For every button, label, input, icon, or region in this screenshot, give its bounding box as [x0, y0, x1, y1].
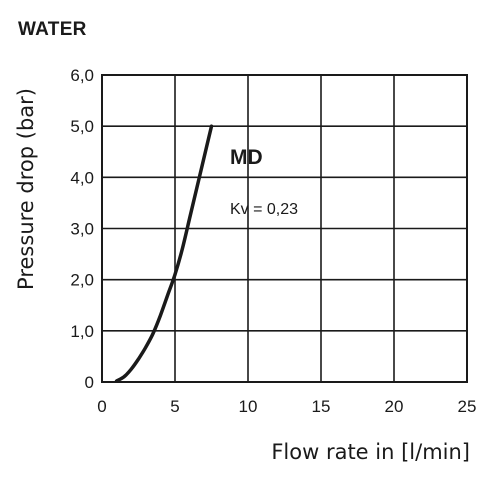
x-tick-label: 15: [312, 397, 331, 416]
x-tick-labels: 0 5 10 15 20 25: [97, 397, 476, 416]
y-tick-label: 0: [85, 373, 94, 392]
grid: [101, 74, 468, 383]
series-label-md: MD: [230, 146, 263, 169]
plot-frame: [101, 74, 468, 383]
y-axis-label: Pressure drop (bar): [14, 88, 38, 290]
chart-title: WATER: [18, 19, 87, 40]
y-tick-label: 3,0: [70, 220, 94, 239]
y-tick-labels: 0 1,0 2,0 3,0 4,0 5,0 6,0: [70, 66, 94, 392]
x-tick-label: 25: [458, 397, 477, 416]
x-tick-label: 10: [239, 397, 258, 416]
x-axis-label: Flow rate in [l/min]: [271, 440, 470, 464]
x-tick-label: 20: [385, 397, 404, 416]
y-tick-label: 1,0: [70, 322, 94, 341]
series-line-md: [114, 124, 214, 383]
y-tick-label: 4,0: [70, 168, 94, 187]
x-tick-label: 0: [97, 397, 106, 416]
kv-annotation: Kv = 0,23: [230, 201, 298, 218]
y-tick-label: 6,0: [70, 66, 94, 85]
x-tick-label: 5: [170, 397, 179, 416]
y-tick-label: 5,0: [70, 117, 94, 136]
y-tick-label: 2,0: [70, 271, 94, 290]
